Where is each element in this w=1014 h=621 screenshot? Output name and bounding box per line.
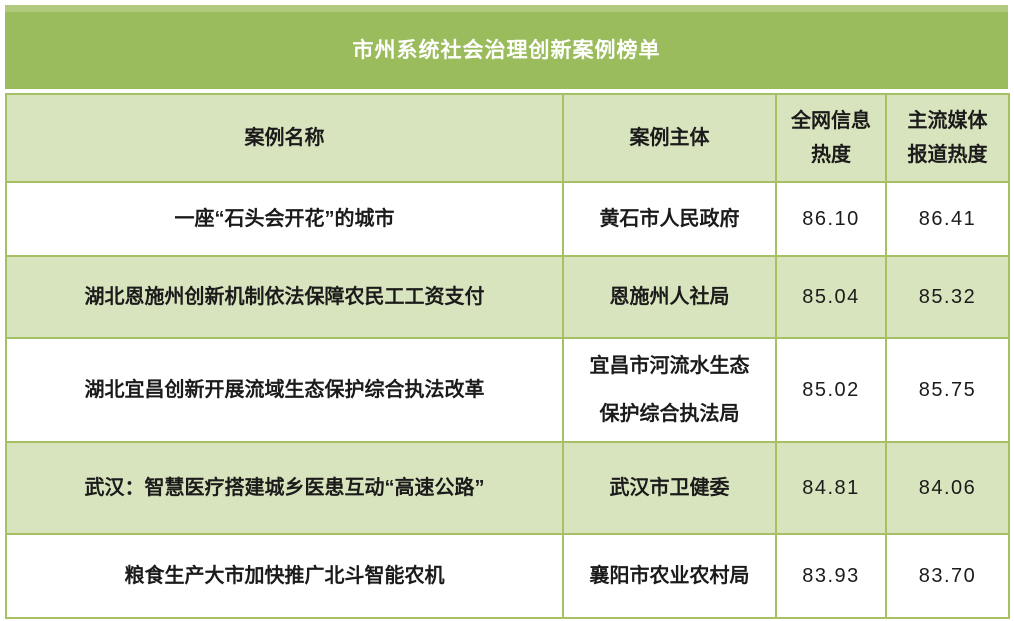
- header-row: 案例名称 案例主体 全网信息热度 主流媒体报道热度: [5, 93, 1010, 183]
- media-heat-cell: 85.32: [885, 255, 1010, 339]
- web-heat-cell: 85.02: [775, 337, 887, 443]
- column-header-media-heat: 主流媒体报道热度: [885, 93, 1010, 183]
- table-title-banner: 市州系统社会治理创新案例榜单: [5, 5, 1008, 89]
- case-name-cell: 一座“石头会开花”的城市: [5, 181, 564, 257]
- case-subject-cell: 武汉市卫健委: [562, 441, 777, 535]
- web-heat-cell: 86.10: [775, 181, 887, 257]
- case-subject-cell: 襄阳市农业农村局: [562, 533, 777, 619]
- table-row: 一座“石头会开花”的城市 黄石市人民政府 86.10 86.41: [5, 181, 1010, 257]
- column-header-case-subject: 案例主体: [562, 93, 777, 183]
- case-name-cell: 武汉：智慧医疗搭建城乡医患互动“高速公路”: [5, 441, 564, 535]
- media-heat-cell: 85.75: [885, 337, 1010, 443]
- web-heat-cell: 85.04: [775, 255, 887, 339]
- web-heat-cell: 83.93: [775, 533, 887, 619]
- media-heat-cell: 86.41: [885, 181, 1010, 257]
- media-heat-cell: 83.70: [885, 533, 1010, 619]
- column-header-web-heat: 全网信息热度: [775, 93, 887, 183]
- web-heat-cell: 84.81: [775, 441, 887, 535]
- table-row: 湖北恩施州创新机制依法保障农民工工资支付 恩施州人社局 85.04 85.32: [5, 255, 1010, 339]
- case-subject-cell: 黄石市人民政府: [562, 181, 777, 257]
- ranking-table: 案例名称 案例主体 全网信息热度 主流媒体报道热度 一座“石头会开花”的城市 黄…: [5, 93, 1010, 619]
- media-heat-cell: 84.06: [885, 441, 1010, 535]
- case-name-cell: 湖北宜昌创新开展流域生态保护综合执法改革: [5, 337, 564, 443]
- case-subject-cell: 恩施州人社局: [562, 255, 777, 339]
- case-name-cell: 粮食生产大市加快推广北斗智能农机: [5, 533, 564, 619]
- column-header-case-name: 案例名称: [5, 93, 564, 183]
- table-row: 湖北宜昌创新开展流域生态保护综合执法改革 宜昌市河流水生态保护综合执法局 85.…: [5, 337, 1010, 443]
- case-subject-cell: 宜昌市河流水生态保护综合执法局: [562, 337, 777, 443]
- table-row: 粮食生产大市加快推广北斗智能农机 襄阳市农业农村局 83.93 83.70: [5, 533, 1010, 619]
- case-name-cell: 湖北恩施州创新机制依法保障农民工工资支付: [5, 255, 564, 339]
- table-title: 市州系统社会治理创新案例榜单: [352, 39, 661, 62]
- table-row: 武汉：智慧医疗搭建城乡医患互动“高速公路” 武汉市卫健委 84.81 84.06: [5, 441, 1010, 535]
